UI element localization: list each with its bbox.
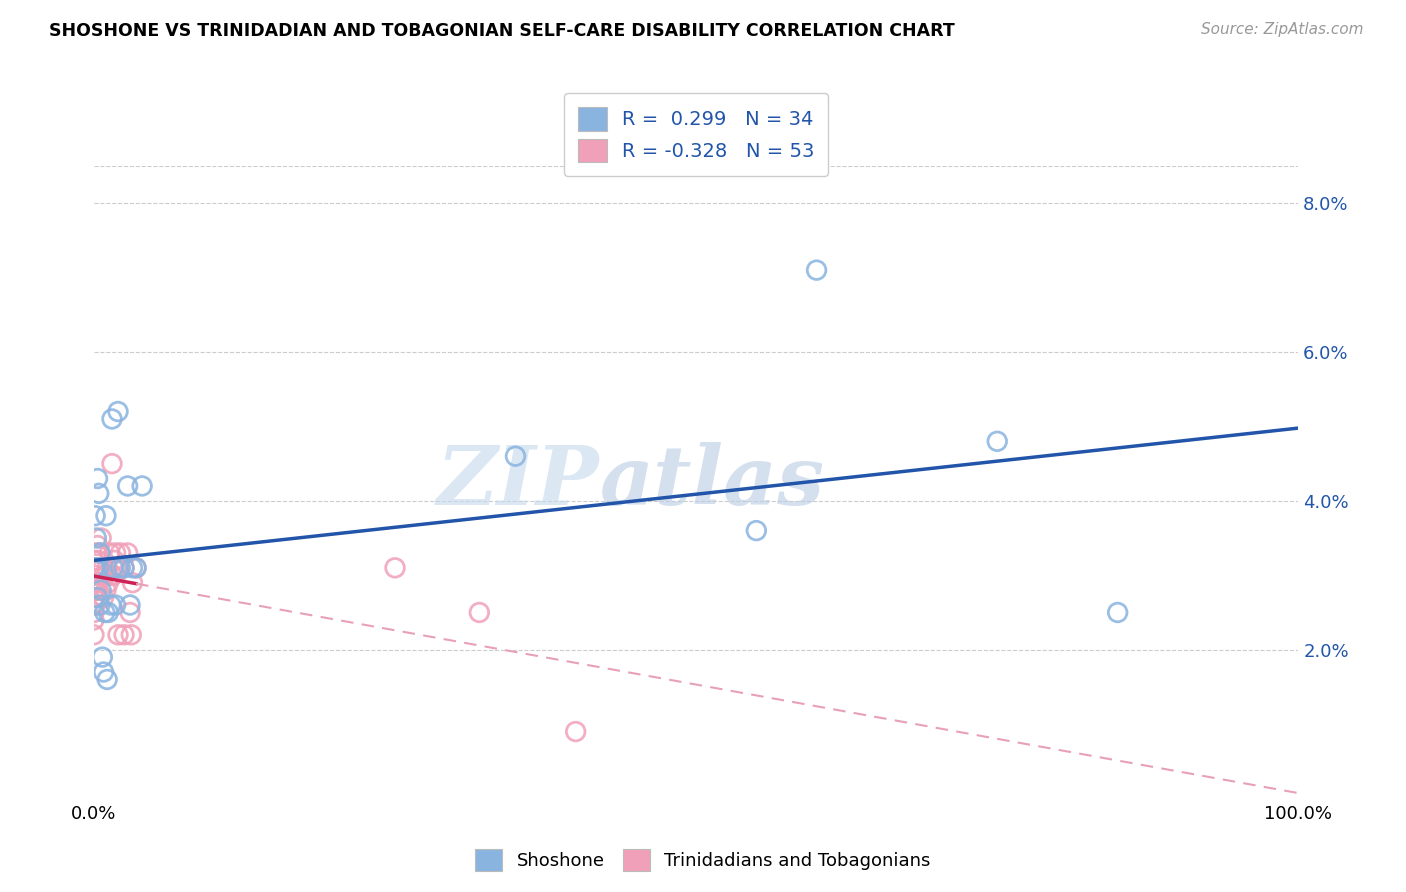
Point <box>86 583 108 598</box>
Point <box>117 546 139 560</box>
Point <box>101 457 124 471</box>
Point <box>98 546 121 560</box>
Point <box>104 598 127 612</box>
Point <box>96 673 118 687</box>
Point <box>86 471 108 485</box>
Point <box>468 606 491 620</box>
Point <box>112 561 135 575</box>
Point <box>745 524 768 538</box>
Point <box>108 561 131 575</box>
Point <box>96 561 118 575</box>
Point <box>564 724 586 739</box>
Point <box>91 561 114 575</box>
Point <box>97 606 120 620</box>
Point <box>94 583 117 598</box>
Point <box>89 598 111 612</box>
Point <box>86 583 108 598</box>
Point <box>83 575 105 590</box>
Point <box>86 561 108 575</box>
Point <box>86 531 108 545</box>
Point <box>86 539 108 553</box>
Point <box>107 628 129 642</box>
Point <box>91 650 114 665</box>
Point <box>89 561 111 575</box>
Point <box>83 553 105 567</box>
Text: SHOSHONE VS TRINIDADIAN AND TOBAGONIAN SELF-CARE DISABILITY CORRELATION CHART: SHOSHONE VS TRINIDADIAN AND TOBAGONIAN S… <box>49 22 955 40</box>
Point <box>103 561 125 575</box>
Point <box>110 546 132 560</box>
Point <box>83 561 105 575</box>
Point <box>94 606 117 620</box>
Point <box>112 628 135 642</box>
Point <box>94 568 117 582</box>
Point <box>84 568 107 582</box>
Point <box>87 561 110 575</box>
Point <box>93 591 115 605</box>
Point <box>87 486 110 500</box>
Point <box>131 479 153 493</box>
Point <box>120 628 142 642</box>
Point <box>100 598 122 612</box>
Point <box>505 449 527 463</box>
Point <box>84 561 107 575</box>
Point <box>93 665 115 679</box>
Text: Source: ZipAtlas.com: Source: ZipAtlas.com <box>1201 22 1364 37</box>
Point <box>84 591 107 605</box>
Point <box>86 575 108 590</box>
Point <box>86 553 108 567</box>
Point <box>87 561 110 575</box>
Point <box>121 575 143 590</box>
Point <box>107 404 129 418</box>
Point <box>806 263 828 277</box>
Point <box>89 546 111 560</box>
Point <box>125 561 148 575</box>
Point <box>90 583 112 598</box>
Point <box>110 561 132 575</box>
Point <box>83 561 105 575</box>
Point <box>84 508 107 523</box>
Point <box>83 598 105 612</box>
Text: atlas: atlas <box>600 442 825 522</box>
Point <box>83 591 105 605</box>
Point <box>120 606 142 620</box>
Point <box>83 583 105 598</box>
Point <box>103 553 125 567</box>
Point <box>105 561 128 575</box>
Point <box>89 546 111 560</box>
Text: ZIP: ZIP <box>437 442 600 522</box>
Point <box>84 561 107 575</box>
Legend: R =  0.299   N = 34, R = -0.328   N = 53: R = 0.299 N = 34, R = -0.328 N = 53 <box>564 94 828 176</box>
Point <box>83 613 105 627</box>
Point <box>121 561 143 575</box>
Point <box>97 575 120 590</box>
Point <box>100 568 122 582</box>
Point <box>84 583 107 598</box>
Point <box>104 546 127 560</box>
Point <box>384 561 406 575</box>
Point <box>986 434 1008 449</box>
Point <box>83 628 105 642</box>
Point <box>101 412 124 426</box>
Point <box>120 598 142 612</box>
Point <box>117 479 139 493</box>
Point <box>84 598 107 612</box>
Point <box>83 606 105 620</box>
Point <box>125 561 148 575</box>
Point <box>94 508 117 523</box>
Legend: Shoshone, Trinidadians and Tobagonians: Shoshone, Trinidadians and Tobagonians <box>468 842 938 879</box>
Point <box>86 591 108 605</box>
Point <box>86 546 108 560</box>
Point <box>90 531 112 545</box>
Point <box>87 575 110 590</box>
Point <box>1107 606 1129 620</box>
Point <box>103 568 125 582</box>
Point <box>112 561 135 575</box>
Point <box>83 583 105 598</box>
